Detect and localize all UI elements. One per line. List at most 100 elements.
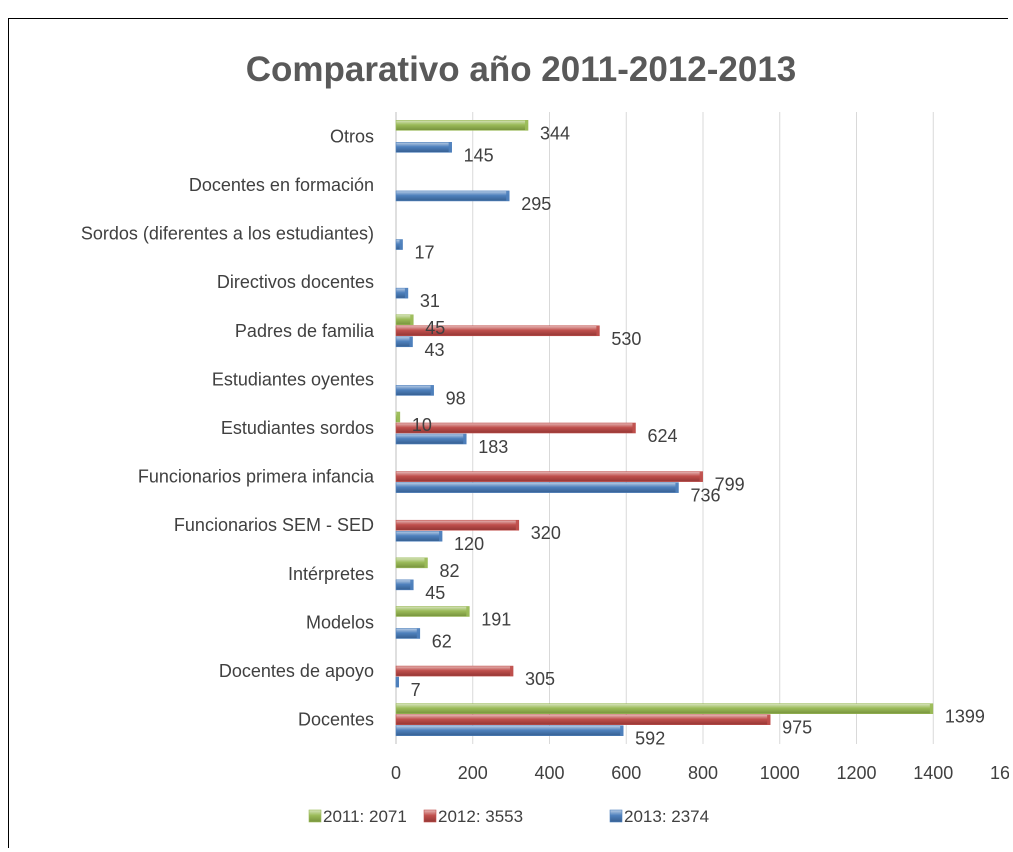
value-label: 736 <box>690 486 720 506</box>
value-label: 1399 <box>945 707 985 727</box>
category-label: Directivos docentes <box>217 272 374 292</box>
value-label: 975 <box>782 718 812 738</box>
bar-end <box>424 557 428 568</box>
value-label: 62 <box>432 631 452 651</box>
bar-end <box>409 336 413 347</box>
x-tick-label: 0 <box>391 763 401 783</box>
legend-swatch <box>308 809 322 823</box>
bar-end <box>463 434 467 444</box>
value-label: 624 <box>647 426 677 446</box>
category-label: Funcionarios SEM - SED <box>174 515 374 535</box>
bar <box>395 557 428 569</box>
x-tick-label: 1000 <box>760 763 800 783</box>
chart-title: Comparativo año 2011-2012-2013 <box>246 50 797 89</box>
bar-end <box>596 325 600 336</box>
category-label: Padres de familia <box>235 321 375 341</box>
legend-label: 2012: 3553 <box>438 807 523 826</box>
value-label: 183 <box>478 437 508 457</box>
bar-end <box>510 666 514 677</box>
bar <box>395 519 520 531</box>
category-label: Intérpretes <box>288 564 374 584</box>
legend-label: 2011: 2071 <box>323 807 407 826</box>
bar-end <box>767 714 771 725</box>
bar-end <box>416 628 420 639</box>
bar-end <box>506 190 510 201</box>
bar <box>395 725 624 736</box>
value-label: 592 <box>635 729 665 749</box>
bar-end <box>399 239 403 250</box>
bar <box>395 471 703 482</box>
bar-end <box>448 142 452 153</box>
value-label: 43 <box>425 340 445 360</box>
chart-frame: Comparativo año 2011-2012-2013 0 200 400 60… <box>8 18 1009 848</box>
category-label: Funcionarios primera infancia <box>138 467 375 487</box>
bar-end <box>410 579 414 590</box>
category-label: Estudiantes oyentes <box>212 369 374 389</box>
category-label: Modelos <box>306 612 374 632</box>
bar-end <box>410 314 414 325</box>
x-tick-label: 400 <box>534 763 564 783</box>
value-label: 82 <box>439 561 459 581</box>
bar <box>395 530 443 542</box>
legend-label: 2013: 2374 <box>624 807 709 826</box>
value-label: 120 <box>454 534 484 554</box>
category-label: Docentes <box>298 710 374 730</box>
bar-end <box>396 412 400 422</box>
bar-end <box>404 288 408 299</box>
bar-end <box>699 471 703 482</box>
bar <box>395 606 470 617</box>
bar-end <box>395 677 399 688</box>
bar-end <box>466 606 470 617</box>
bar-end <box>929 703 933 714</box>
category-label: Otros <box>330 126 374 146</box>
value-label: 7 <box>411 680 421 700</box>
legend: 2011: 2071 2012: 3553 2013: 2374 <box>308 807 709 826</box>
bar <box>395 422 636 434</box>
bar <box>395 482 679 493</box>
x-tick-label: 600 <box>611 763 641 783</box>
category-label: Docentes en formación <box>189 175 374 195</box>
value-label: 295 <box>521 194 551 214</box>
bar <box>395 703 934 714</box>
bars <box>395 120 934 736</box>
value-label: 31 <box>420 291 440 311</box>
value-label: 305 <box>525 669 555 689</box>
legend-swatch <box>423 809 437 823</box>
value-label: 10 <box>412 415 432 435</box>
value-label: 45 <box>425 583 445 603</box>
category-label: Docentes de apoyo <box>219 661 374 681</box>
category-label: Sordos (diferentes a los estudiantes) <box>81 224 374 244</box>
bar <box>395 385 434 396</box>
category-labels: Otros Docentes en formación Sordos (difere… <box>81 126 375 729</box>
value-label: 191 <box>481 609 511 629</box>
bar-end <box>515 520 519 531</box>
bar-end <box>632 423 636 433</box>
value-label: 320 <box>531 523 561 543</box>
bar <box>395 190 510 202</box>
x-tick-label: 1200 <box>836 763 876 783</box>
bar <box>395 628 421 639</box>
value-label: 530 <box>611 329 641 349</box>
bar-end <box>620 725 624 736</box>
bar <box>395 433 467 445</box>
bar <box>395 665 514 677</box>
x-tick-label: 1400 <box>913 763 953 783</box>
x-tick-label: 800 <box>688 763 718 783</box>
bar <box>395 714 771 725</box>
bar <box>395 120 529 131</box>
bar-end <box>430 385 434 396</box>
value-label: 98 <box>446 388 466 408</box>
legend-swatch <box>609 809 623 823</box>
bar-end <box>525 120 529 131</box>
value-label: 145 <box>464 145 494 165</box>
value-label: 17 <box>415 243 435 263</box>
value-label: 45 <box>425 318 445 338</box>
category-label: Estudiantes sordos <box>221 418 374 438</box>
value-label: 799 <box>715 475 745 495</box>
x-tick-label: 1600 <box>990 763 1009 783</box>
bar-end <box>675 482 679 493</box>
bar-chart: Comparativo año 2011-2012-2013 0 200 400 60… <box>81 50 1009 826</box>
x-tick-label: 200 <box>458 763 488 783</box>
bar-end <box>439 531 443 542</box>
